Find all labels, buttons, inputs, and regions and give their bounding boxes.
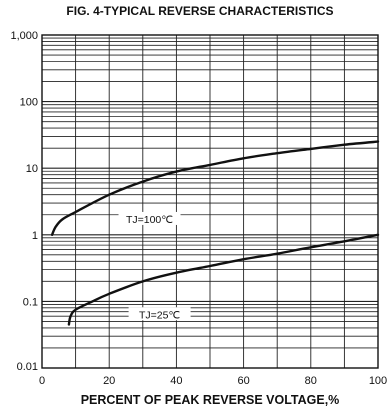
y-tick-label: 0.01: [17, 361, 38, 373]
y-tick-label: 1: [32, 230, 38, 242]
series-line-tj-100c: [50, 140, 380, 236]
x-tick-label: 80: [305, 375, 317, 387]
x-axis-label: PERCENT OF PEAK REVERSE VOLTAGE,%: [81, 393, 340, 407]
x-tick-label: 60: [237, 375, 249, 387]
series-label: TJ=100℃: [126, 214, 173, 226]
tick-label-layer: 0 20 40 60 80 100 0.01 0.1 1 10 100 1,000: [10, 30, 387, 387]
grid-layer: [42, 35, 378, 368]
y-tick-label: 100: [20, 97, 38, 109]
series-layer: TJ=100℃ TJ=25℃: [50, 140, 380, 326]
series-label: TJ=25℃: [139, 309, 180, 321]
x-tick-label: 100: [369, 375, 387, 387]
series-label-background: [128, 307, 191, 321]
x-tick-label: 20: [103, 375, 115, 387]
series-label-background: [118, 211, 181, 225]
x-tick-label: 0: [39, 375, 45, 387]
y-tick-label: 0.1: [23, 296, 38, 308]
y-tick-label: 1,000: [10, 30, 38, 42]
x-tick-label: 40: [170, 375, 182, 387]
plot-frame: [41, 34, 379, 369]
chart-title: FIG. 4-TYPICAL REVERSE CHARACTERISTICS: [66, 4, 333, 18]
series-line-tj-25c: [67, 233, 380, 326]
y-tick-label: 10: [26, 163, 38, 175]
